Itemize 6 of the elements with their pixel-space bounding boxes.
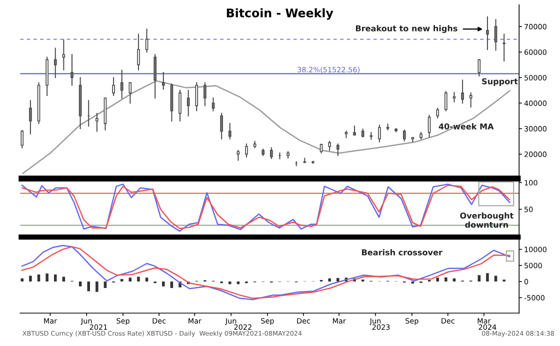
annotation: Bearish crossover [362, 249, 442, 256]
chart-title: Bitcoin - Weekly [226, 8, 334, 20]
annotation: Breakout to new highs [356, 25, 458, 34]
annotation: Overbought downturn [460, 212, 514, 228]
annotation: 40-week MA [438, 123, 494, 130]
annotation: Support [482, 78, 518, 86]
